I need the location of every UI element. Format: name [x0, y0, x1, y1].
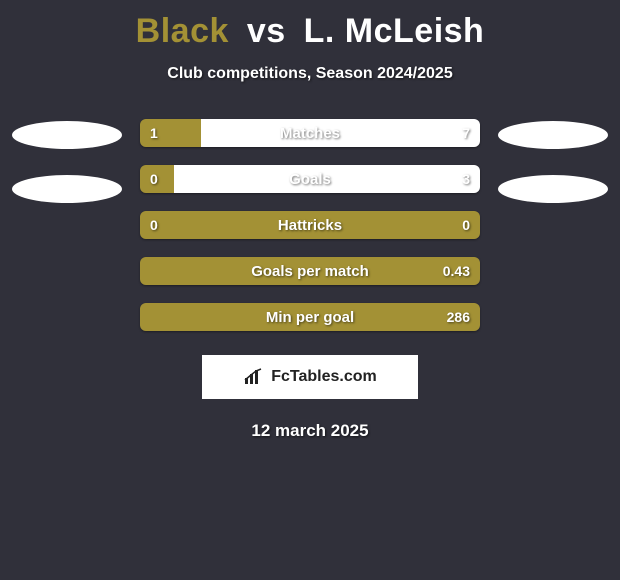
bar-left-fill: [140, 303, 480, 331]
bar-left-fill: [140, 211, 480, 239]
player2-name: L. McLeish: [304, 12, 485, 50]
avatar: [498, 121, 608, 149]
comparison-section: Matches17 Goals03 Hattricks00 Goals per mat…: [0, 119, 620, 331]
right-avatar-column: [498, 119, 608, 203]
stat-bar: Min per goal286: [140, 303, 480, 331]
stat-bar: Goals per match0.43: [140, 257, 480, 285]
date-label: 12 march 2025: [0, 421, 620, 441]
bar-left-fill: [140, 257, 480, 285]
avatar: [12, 121, 122, 149]
stat-bar: Hattricks00: [140, 211, 480, 239]
bar-chart-icon: [243, 368, 265, 386]
stat-bars: Matches17 Goals03 Hattricks00 Goals per mat…: [140, 119, 480, 331]
brand-text: FcTables.com: [271, 368, 377, 386]
page-title: Black vs L. McLeish: [0, 0, 620, 51]
player1-name: Black: [136, 12, 229, 50]
avatar: [498, 175, 608, 203]
subtitle: Club competitions, Season 2024/2025: [0, 65, 620, 83]
stat-bar: Goals03: [140, 165, 480, 193]
avatar: [12, 175, 122, 203]
bar-left-fill: [140, 119, 201, 147]
bar-right-fill: [174, 165, 480, 193]
bar-right-fill: [201, 119, 480, 147]
brand-badge: FcTables.com: [202, 355, 418, 399]
bar-left-fill: [140, 165, 174, 193]
vs-label: vs: [247, 12, 286, 50]
stat-bar: Matches17: [140, 119, 480, 147]
left-avatar-column: [12, 119, 122, 203]
